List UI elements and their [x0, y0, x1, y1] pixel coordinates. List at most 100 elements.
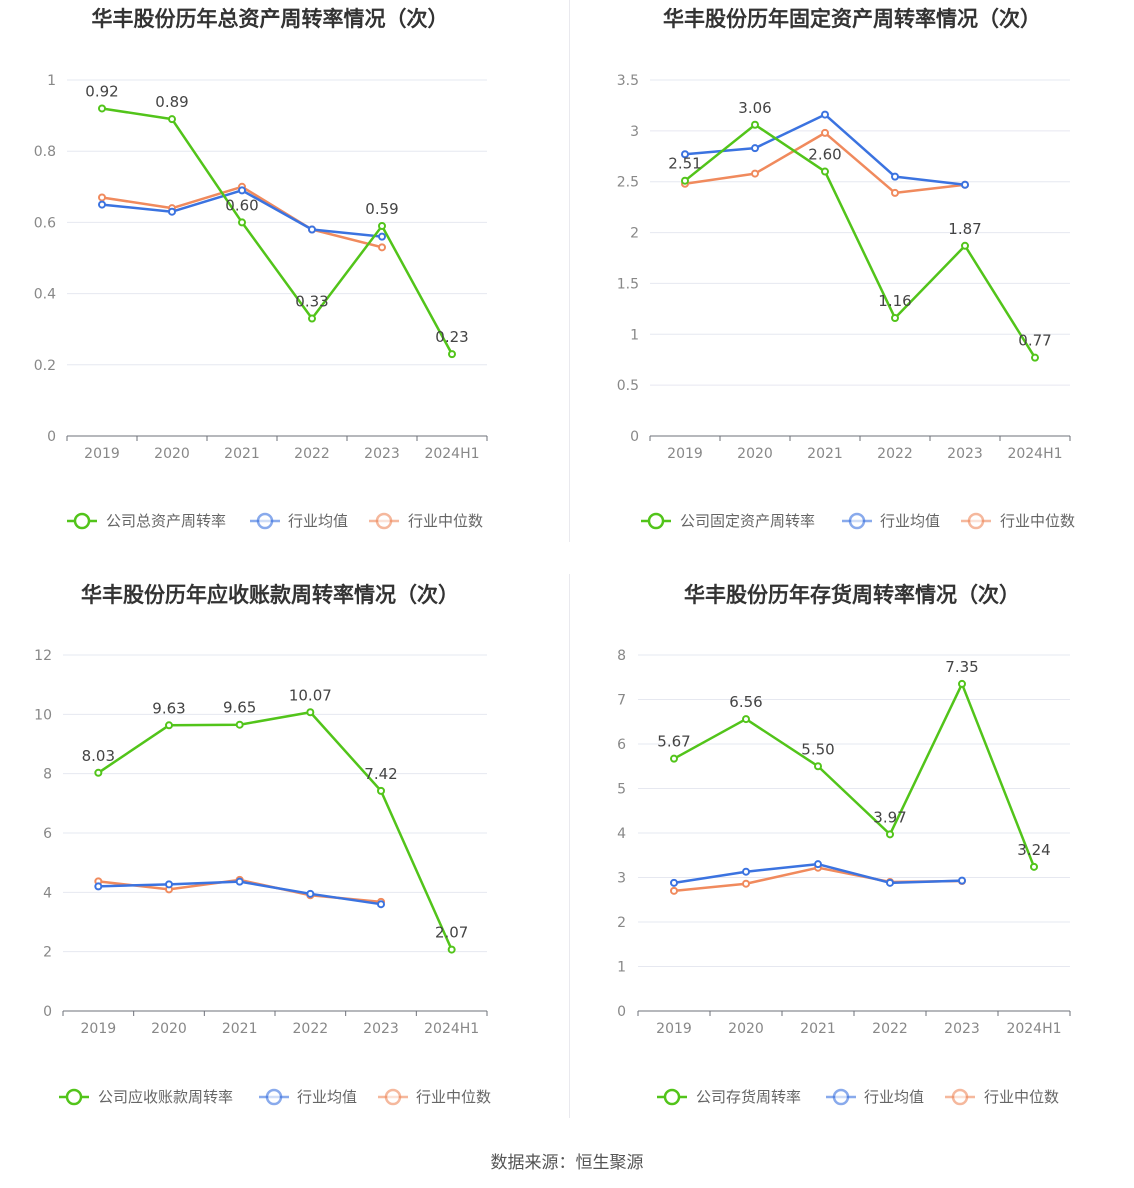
chart4-ytick-label: 7 — [617, 693, 626, 709]
chart3-xtick-label: 2020 — [151, 1021, 187, 1037]
chart1-point-2 — [308, 225, 316, 234]
chart3-data-label: 9.65 — [223, 699, 256, 717]
chart1-legend-marker-2 — [256, 512, 274, 530]
chart4-point-2 — [742, 867, 750, 876]
chart2-ytick-label: 2 — [630, 226, 639, 242]
chart3-point-2 — [377, 900, 385, 909]
chart4-point-2 — [958, 876, 966, 885]
chart4-ytick-label: 2 — [617, 915, 626, 931]
chart4-ytick-label: 1 — [617, 960, 626, 976]
chart4-data-label: 6.56 — [729, 693, 762, 711]
chart1-data-label: 0.89 — [155, 93, 188, 111]
chart2-point-2 — [891, 172, 899, 181]
chart2-series-line-1 — [684, 123, 1037, 359]
chart3-xtick-label: 2023 — [363, 1021, 399, 1037]
chart4-legend-label-2: 行业均值 — [864, 1088, 924, 1106]
chart2-xtick-label: 2021 — [807, 446, 843, 462]
chart1-ytick-label: 0.2 — [34, 358, 56, 374]
data-source: 数据来源：恒生聚源 — [490, 1153, 644, 1173]
chart2-point-1 — [681, 176, 689, 185]
chart4-legend-marker-1 — [663, 1088, 681, 1106]
chart4-xtick-label: 2021 — [800, 1021, 836, 1037]
chart4-point-2 — [670, 878, 678, 887]
chart3-xtick-label: 2024H1 — [424, 1021, 479, 1037]
chart3-legend-marker-3 — [384, 1088, 402, 1106]
chart2-point-2 — [821, 110, 829, 119]
chart2-point-3 — [821, 128, 829, 137]
chart1-data-label: 0.33 — [295, 293, 328, 311]
chart1-legend-label-1: 公司总资产周转率 — [106, 512, 226, 530]
chart3-ytick-label: 10 — [34, 707, 52, 723]
chart4-xtick-label: 2022 — [872, 1021, 908, 1037]
chart4-data-label: 7.35 — [945, 658, 978, 676]
chart2-title: 华丰股份历年固定资产周转率情况（次） — [663, 7, 1041, 31]
chart2-legend-label-1: 公司固定资产周转率 — [680, 512, 815, 530]
chart2-point-2 — [961, 180, 969, 189]
chart2-ytick-label: 1 — [630, 327, 639, 343]
chart3-point-1 — [165, 721, 173, 730]
chart1-xtick-label: 2019 — [84, 446, 120, 462]
chart1-ytick-label: 0.4 — [34, 287, 56, 303]
chart3-legend-label-2: 行业均值 — [297, 1088, 357, 1106]
chart1-point-3 — [98, 193, 106, 202]
chart2-data-label: 1.16 — [878, 292, 911, 310]
chart2-xtick-label: 2020 — [737, 446, 773, 462]
chart4-point-1 — [1030, 862, 1038, 871]
chart3-ytick-label: 4 — [43, 885, 52, 901]
chart2-point-1 — [751, 120, 759, 129]
chart4-point-2 — [886, 878, 894, 887]
chart2-data-label: 2.60 — [808, 146, 841, 164]
chart2-data-label: 2.51 — [668, 155, 701, 173]
chart3-ytick-label: 6 — [43, 826, 52, 842]
chart2-legend-label-3: 行业中位数 — [1000, 512, 1075, 530]
chart3-point-1 — [235, 720, 244, 729]
chart3-title: 华丰股份历年应收账款周转率情况（次） — [81, 583, 459, 607]
chart2-legend-label-2: 行业均值 — [880, 512, 940, 530]
chart4-xtick-label: 2019 — [656, 1021, 692, 1037]
chart2-legend-marker-1 — [647, 512, 665, 530]
panel-divider-bottom — [569, 574, 570, 1118]
chart2-data-label: 3.06 — [738, 99, 771, 117]
chart1-point-3 — [378, 243, 386, 252]
chart4-series-line-1 — [673, 682, 1036, 868]
chart2-ytick-label: 3.5 — [617, 73, 639, 89]
chart3-point-2 — [165, 880, 173, 889]
chart3-ytick-label: 2 — [43, 945, 52, 961]
chart2-point-2 — [751, 144, 759, 153]
chart3-xtick-label: 2021 — [222, 1021, 258, 1037]
chart4-xtick-label: 2020 — [728, 1021, 764, 1037]
chart2-point-3 — [891, 188, 899, 197]
chart1-point-2 — [98, 200, 106, 209]
chart1-title: 华丰股份历年总资产周转率情况（次） — [92, 7, 449, 31]
chart1-data-label: 0.59 — [365, 200, 398, 218]
chart3-legend-marker-2 — [265, 1088, 283, 1106]
chart3-ytick-label: 12 — [34, 648, 52, 664]
chart3-legend-marker-1 — [65, 1088, 83, 1106]
chart4-legend-marker-2 — [832, 1088, 850, 1106]
chart4-point-1 — [670, 754, 678, 763]
chart4-point-1 — [814, 762, 822, 771]
chart3-ytick-label: 0 — [43, 1004, 52, 1020]
chart2-legend-marker-3 — [967, 512, 985, 530]
chart2-point-3 — [751, 169, 759, 178]
chart2-ytick-label: 0 — [630, 429, 639, 445]
chart4-ytick-label: 6 — [617, 737, 626, 753]
chart2-xtick-label: 2019 — [667, 446, 703, 462]
chart2-legend-marker-2 — [848, 512, 866, 530]
chart3-legend-label-3: 行业中位数 — [416, 1088, 491, 1106]
chart4-point-1 — [958, 679, 966, 688]
chart1-series-line-1 — [101, 107, 454, 355]
chart4-point-2 — [814, 860, 822, 869]
chart1-legend-marker-1 — [73, 512, 91, 530]
chart3-point-1 — [447, 945, 456, 954]
chart2-ytick-label: 2.5 — [617, 175, 639, 191]
chart1-data-label: 0.23 — [435, 328, 468, 346]
chart3-data-label: 10.07 — [289, 686, 332, 704]
chart3-ytick-label: 8 — [43, 767, 52, 783]
chart1-xtick-label: 2023 — [364, 446, 400, 462]
chart3-data-label: 9.63 — [152, 699, 185, 717]
chart3-point-1 — [377, 786, 385, 795]
chart1-xtick-label: 2024H1 — [424, 446, 479, 462]
chart3-point-2 — [235, 877, 244, 886]
